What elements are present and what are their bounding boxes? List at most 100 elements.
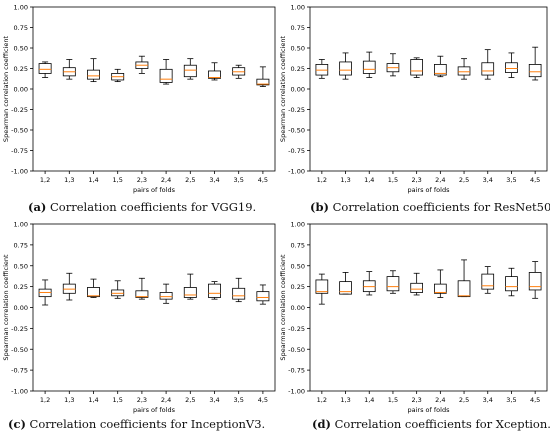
x-tick-label-d: 2,4 [435,396,445,404]
box-c [87,287,100,298]
box-d [315,279,329,294]
x-tick-label-a: 1,2 [40,176,50,184]
x-tick-label-d: 2,3 [411,396,421,404]
box-c [135,290,149,298]
y-tick-label-b: -0.25 [288,106,305,114]
x-tick-label-b: 2,4 [435,176,445,184]
x-tick-label-d: 1,4 [364,396,374,404]
plot-frame-b [309,6,548,172]
y-tick-label-a: 0.50 [14,45,28,53]
caption-c-text: Correlation coefficients for InceptionV3… [29,417,266,431]
x-tick-label-a: 1,5 [113,176,123,184]
x-tick-label-b: 2,5 [459,176,469,184]
x-tick-label-b: 1,5 [388,176,398,184]
caption-d-tag: (d) [312,417,331,431]
box-c [232,287,246,300]
y-tick-label-d: -1.00 [288,388,305,396]
box-b [528,64,542,78]
x-axis-label-a: pairs of folds [133,186,176,194]
y-tick-label-b: 0.25 [291,65,305,73]
y-tick-label-b: 0.50 [291,45,305,53]
y-tick-label-d: -0.75 [288,367,305,375]
y-tick-label-c: 0.25 [14,283,28,291]
box-b [410,59,423,76]
caption-d-text: Correlation coefficients for Xception. [334,417,550,431]
y-tick-label-b: 0.75 [291,24,305,32]
caption-a: (a) Correlation coefficients for VGG19. [28,200,256,214]
box-d [528,272,542,291]
caption-c-tag: (c) [8,417,26,431]
x-tick-label-d: 4,5 [530,396,540,404]
y-tick-label-a: -0.75 [11,147,28,155]
box-a [183,64,197,78]
x-tick-label-a: 2,3 [137,176,147,184]
box-c [208,283,221,298]
x-tick-label-c: 2,5 [185,396,195,404]
caption-a-tag: (a) [28,200,47,214]
box-d [505,276,518,292]
x-tick-label-a: 1,3 [64,176,74,184]
x-axis-label-d: pairs of folds [408,406,451,414]
box-b [434,64,447,76]
y-axis-label-a: Spearman correlation coefficient [2,35,10,142]
box-d [410,282,423,293]
x-tick-label-b: 1,4 [364,176,374,184]
x-tick-label-c: 3,5 [234,396,244,404]
box-b [457,66,471,76]
x-tick-label-c: 2,3 [137,396,147,404]
y-tick-label-a: 1.00 [14,4,28,12]
box-d [481,273,495,290]
x-tick-label-a: 1,4 [88,176,98,184]
caption-c: (c) Correlation coefficients for Incepti… [8,417,265,431]
x-tick-label-b: 1,3 [340,176,350,184]
x-tick-label-c: 1,4 [88,396,98,404]
x-tick-label-d: 1,3 [340,396,350,404]
caption-a-text: Correlation coefficients for VGG19. [50,200,257,214]
x-tick-label-a: 2,4 [161,176,171,184]
box-c [256,291,270,302]
x-tick-label-b: 3,4 [483,176,493,184]
plot-frame-c [32,223,276,392]
y-tick-label-a: 0.25 [14,65,28,73]
box-b [339,61,352,76]
y-tick-label-b: 0.00 [291,86,305,94]
y-tick-label-b: -1.00 [288,168,305,176]
y-tick-label-a: -1.00 [11,168,28,176]
box-a [256,78,270,86]
x-tick-label-d: 3,4 [483,396,493,404]
box-d [434,283,447,294]
y-tick-label-c: 0.50 [14,262,28,270]
box-b [505,62,518,73]
x-tick-label-d: 2,5 [459,396,469,404]
y-tick-label-d: -0.25 [288,325,305,333]
box-d [457,280,471,298]
box-a [208,70,221,79]
box-a [38,63,52,74]
y-tick-label-c: -0.75 [11,367,28,375]
x-tick-label-a: 2,5 [185,176,195,184]
y-tick-label-d: 0.25 [291,283,305,291]
x-tick-label-c: 3,4 [209,396,219,404]
box-b [481,62,495,76]
caption-b: (b) Correlation coefficients for ResNet5… [310,200,550,214]
x-tick-label-a: 3,5 [234,176,244,184]
box-d [386,276,400,292]
y-tick-label-a: -0.25 [11,106,28,114]
x-tick-label-c: 1,2 [40,396,50,404]
x-axis-label-c: pairs of folds [133,406,176,414]
y-tick-label-b: -0.50 [288,127,305,135]
y-axis-label-d: Spearman correlation coefficient [279,254,287,361]
box-a [159,68,173,83]
x-tick-label-b: 1,2 [317,176,327,184]
x-tick-label-c: 1,3 [64,396,74,404]
caption-b-text: Correlation coefficients for ResNet50. [332,200,550,214]
plot-frame-a [32,6,276,172]
x-tick-label-a: 4,5 [258,176,268,184]
y-tick-label-d: 0.50 [291,262,305,270]
box-a [87,69,100,80]
x-tick-label-b: 3,5 [506,176,516,184]
y-tick-label-c: 0.75 [14,241,28,249]
y-tick-label-b: 1.00 [291,4,305,12]
box-c [159,292,173,300]
x-tick-label-c: 2,4 [161,396,171,404]
